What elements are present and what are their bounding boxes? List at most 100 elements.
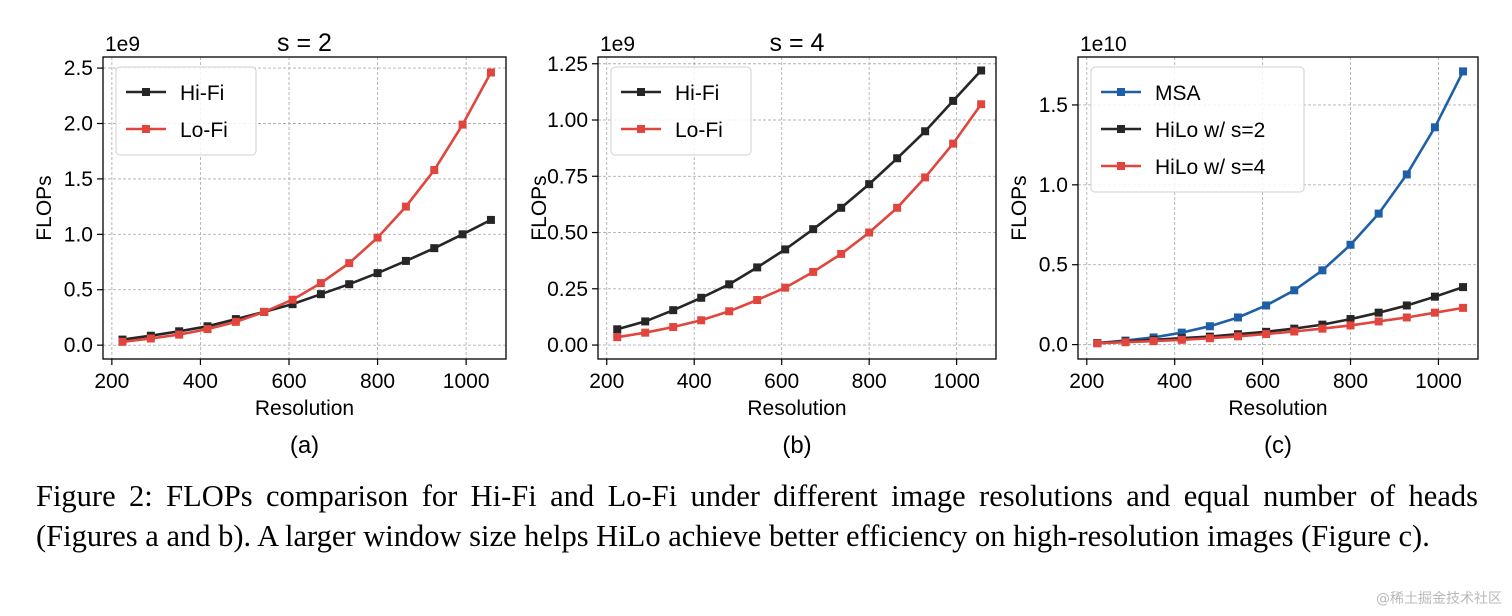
legend-marker: [1117, 125, 1125, 133]
data-point: [865, 180, 874, 189]
data-point: [430, 244, 439, 253]
y-axis-label: FLOPs: [33, 175, 56, 240]
series-hi-fi: [613, 66, 986, 334]
data-point: [809, 225, 818, 234]
x-tick-label: 400: [183, 370, 218, 393]
data-point: [486, 68, 495, 77]
data-point: [837, 249, 846, 258]
data-point: [725, 280, 734, 289]
panel-label: (a): [290, 432, 319, 459]
y-tick-label: 1.25: [547, 53, 588, 76]
series-hi-fi: [118, 215, 495, 344]
data-point: [1234, 332, 1242, 341]
figure-caption: Figure 2: FLOPs comparison for Hi-Fi and…: [36, 479, 1478, 553]
axis-scale-label: 1e9: [105, 33, 140, 56]
data-point: [1430, 292, 1439, 301]
x-tick-label: 1000: [1415, 370, 1462, 393]
data-point: [1205, 334, 1214, 343]
legend-label: Lo-Fi: [180, 119, 228, 142]
data-point: [669, 306, 678, 315]
y-tick-label: 1.5: [1039, 94, 1068, 117]
series-lo-fi: [118, 68, 495, 346]
data-point: [1402, 170, 1411, 179]
legend-box: [115, 66, 257, 156]
data-point: [146, 334, 155, 343]
x-tick-label: 800: [1333, 370, 1368, 393]
y-tick-label: 0.25: [547, 278, 588, 301]
data-point: [316, 279, 325, 288]
series-line: [616, 69, 983, 331]
data-point: [1459, 303, 1468, 312]
plot-frame: [102, 56, 507, 360]
axis-scale-label: 1e9: [600, 33, 635, 56]
data-point: [949, 139, 958, 148]
data-point: [175, 330, 184, 339]
data-point: [401, 202, 410, 211]
legend-box: [1090, 66, 1305, 193]
data-point: [1290, 286, 1299, 295]
data-point: [1290, 327, 1299, 336]
data-point: [1430, 123, 1439, 132]
x-tick-label: 800: [360, 370, 395, 393]
y-tick-label: 1.0: [64, 223, 93, 246]
data-point: [893, 154, 902, 163]
data-point: [921, 173, 930, 182]
data-point: [288, 300, 297, 309]
data-point: [1149, 337, 1158, 346]
data-point: [1459, 283, 1468, 292]
data-point: [1374, 317, 1383, 326]
legend-marker: [637, 125, 645, 133]
legend-label: MSA: [1155, 82, 1201, 105]
series-line: [122, 218, 492, 341]
data-point: [753, 263, 762, 272]
x-axis-label: Resolution: [747, 397, 846, 420]
chart-title: s = 4: [770, 29, 825, 57]
data-point: [1402, 313, 1411, 322]
data-point: [977, 100, 986, 109]
data-point: [345, 259, 354, 268]
y-axis-label: FLOPs: [528, 175, 551, 240]
legend-label: HiLo w/ s=2: [1155, 119, 1265, 142]
x-tick-label: 200: [589, 370, 624, 393]
data-point: [1234, 313, 1242, 322]
data-point: [725, 307, 734, 316]
legend-box: [610, 66, 752, 156]
data-point: [458, 120, 467, 129]
x-axis-label: Resolution: [255, 397, 354, 420]
data-point: [753, 296, 762, 305]
series-hilo-w-s-4: [1093, 303, 1468, 348]
y-axis-label: FLOPs: [1008, 175, 1031, 240]
data-point: [1430, 308, 1439, 317]
x-axis-label: Resolution: [1228, 397, 1327, 420]
data-point: [231, 317, 240, 326]
chart-title: s = 2: [277, 29, 332, 57]
figure-panels: 200 400 600 800 1000 0.0 0.5 1.0 1.5 2.0 2.5 Hi-Fi L…: [33, 29, 1479, 459]
legend-marker: [1117, 88, 1125, 96]
y-tick-label: 1.5: [64, 168, 93, 191]
plot-frame: [1077, 56, 1479, 360]
data-point: [1093, 339, 1102, 348]
data-point: [1374, 209, 1383, 218]
data-point: [1262, 301, 1271, 310]
data-point: [1459, 67, 1468, 76]
data-point: [781, 283, 790, 292]
data-point: [1346, 315, 1355, 324]
data-point: [1205, 322, 1214, 331]
data-point: [260, 307, 269, 316]
x-tick-label: 1000: [933, 370, 980, 393]
data-point: [837, 203, 846, 212]
data-point: [613, 325, 622, 334]
data-point: [203, 325, 212, 334]
data-point: [430, 166, 439, 175]
chart-b: 200 400 600 800 1000 0.00 0.25 0.50 0.75 1.00 1.25…: [528, 29, 997, 459]
data-point: [118, 337, 127, 346]
series-line: [1097, 70, 1465, 345]
data-point: [1402, 301, 1411, 310]
data-point: [373, 233, 382, 242]
data-point: [1346, 240, 1355, 249]
legend-marker: [142, 125, 150, 133]
data-point: [781, 245, 790, 254]
data-point: [865, 228, 874, 237]
legend-label: Hi-Fi: [180, 82, 224, 105]
data-point: [977, 66, 986, 75]
